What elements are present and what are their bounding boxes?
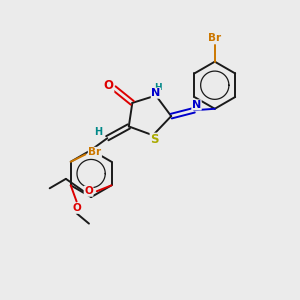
Text: Br: Br [88,147,101,158]
Text: H: H [154,83,162,92]
Text: S: S [150,133,159,146]
Text: O: O [72,203,81,213]
Text: Br: Br [208,32,221,43]
Text: N: N [192,100,201,110]
Text: H: H [94,127,103,137]
Text: O: O [104,79,114,92]
Text: N: N [151,88,160,98]
Text: O: O [84,186,93,196]
